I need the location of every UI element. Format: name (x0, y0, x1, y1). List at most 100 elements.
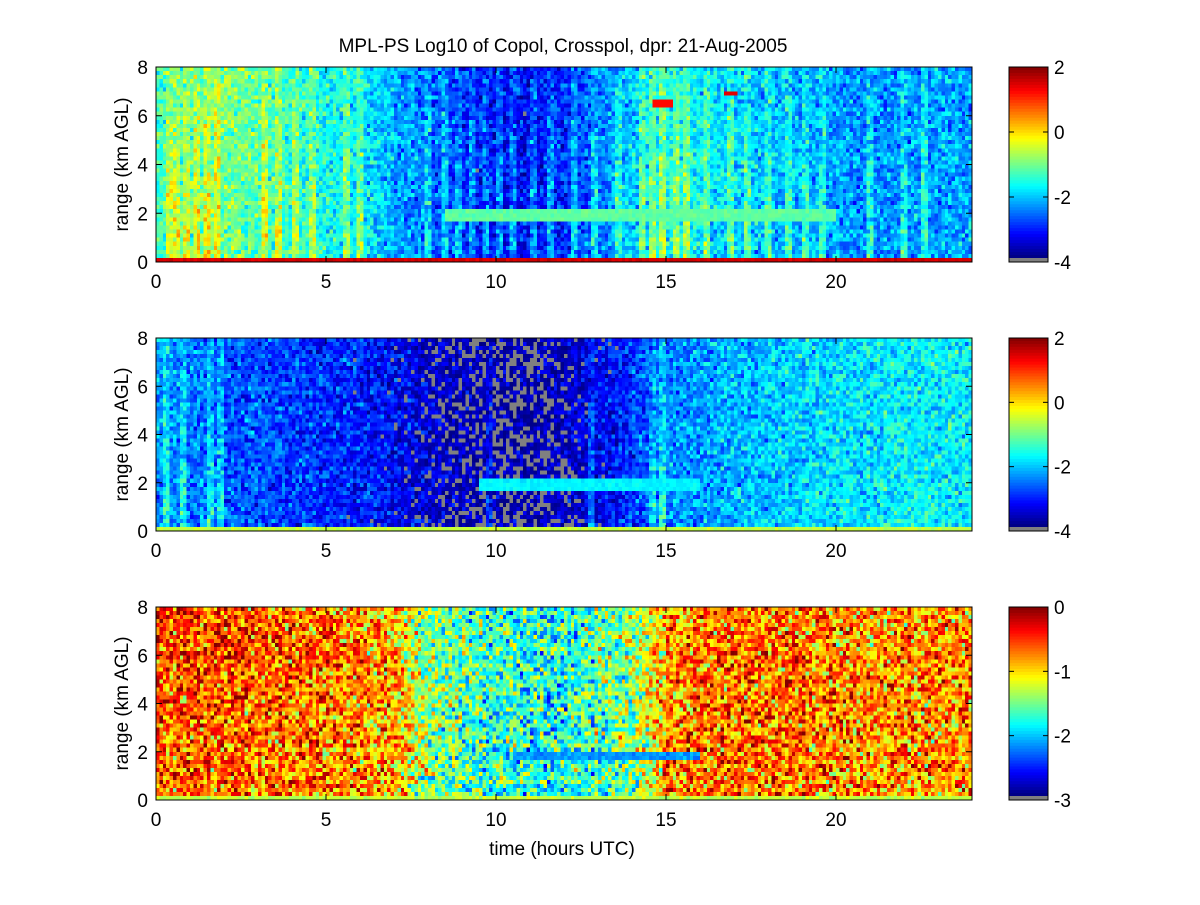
colorbar-swatch (1009, 81, 1048, 86)
colorbar-swatch (1009, 108, 1048, 113)
colorbar-tick-label: -2 (1054, 727, 1071, 748)
colorbar-swatch (1009, 123, 1048, 128)
colorbar-swatch (1009, 464, 1048, 469)
colorbar-swatch (1009, 695, 1048, 700)
colorbar-swatch (1009, 713, 1048, 717)
colorbar-swatch (1009, 426, 1048, 431)
colorbar-swatch (1009, 159, 1048, 164)
colorbar-swatch (1009, 476, 1048, 481)
colorbar-swatch (1009, 491, 1048, 496)
colorbar-swatch (1009, 509, 1048, 513)
heatmap-image (156, 67, 972, 262)
y-tick-label: 4 (137, 695, 148, 716)
colorbar-swatch (1009, 751, 1048, 756)
colorbar-swatch (1009, 105, 1048, 110)
colorbar-swatch (1009, 376, 1048, 380)
colorbar-swatch (1009, 731, 1048, 735)
colorbar-swatch (1009, 213, 1048, 217)
colorbar-swatch (1009, 201, 1048, 205)
colorbar-swatch (1009, 462, 1048, 466)
colorbar-swatch (1009, 645, 1048, 649)
colorbar-swatch (1009, 612, 1048, 617)
colorbar-swatch (1009, 607, 1048, 611)
colorbar-swatch (1009, 689, 1048, 694)
colorbar-swatch (1009, 141, 1048, 146)
colorbar-swatch (1009, 772, 1048, 776)
colorbar-missing-swatch (1009, 258, 1048, 262)
colorbar-swatch (1009, 506, 1048, 510)
colorbar-swatch (1009, 391, 1048, 395)
colorbar-swatch (1009, 75, 1048, 80)
colorbar-swatch (1009, 692, 1048, 697)
colorbar-swatch (1009, 411, 1048, 416)
colorbar-swatch (1009, 677, 1048, 682)
colorbar-swatch (1009, 716, 1048, 720)
x-tick-label: 0 (151, 810, 162, 831)
heatmap-image (156, 338, 972, 531)
colorbar-swatch (1009, 633, 1048, 638)
colorbar-swatch (1009, 135, 1048, 140)
colorbar-swatch (1009, 701, 1048, 706)
colorbar-swatch (1009, 186, 1048, 190)
colorbar-swatch (1009, 669, 1048, 673)
colorbar-tick-label: 0 (1054, 393, 1065, 414)
colorbar-swatch (1009, 441, 1048, 445)
colorbar-swatch (1009, 757, 1048, 762)
colorbar-swatch (1009, 420, 1048, 425)
colorbar-swatch (1009, 435, 1048, 440)
colorbar-swatch (1009, 784, 1048, 788)
colorbar-swatch (1009, 707, 1048, 711)
y-tick-label: 2 (137, 743, 148, 764)
colorbar-swatch (1009, 482, 1048, 487)
colorbar-swatch (1009, 497, 1048, 502)
colorbar-swatch (1009, 132, 1048, 137)
colorbar-frame (1008, 66, 1049, 263)
colorbar-swatch (1009, 340, 1048, 345)
colorbar-swatch (1009, 630, 1048, 635)
y-tick-label: 6 (137, 107, 148, 128)
colorbar-swatch (1009, 417, 1048, 422)
colorbar-swatch (1009, 150, 1048, 155)
colorbar-swatch (1009, 402, 1048, 407)
x-tick-label: 20 (825, 272, 846, 293)
colorbar-tick-label: -4 (1054, 522, 1071, 543)
colorbar-swatch (1009, 615, 1048, 620)
colorbar-swatch (1009, 710, 1048, 714)
colorbar-swatch (1009, 736, 1048, 741)
heatmap-image (156, 607, 972, 800)
y-tick-label: 8 (137, 329, 148, 350)
colorbar-swatch (1009, 364, 1048, 369)
x-tick-label: 15 (655, 541, 676, 562)
y-tick-label: 4 (137, 156, 148, 177)
colorbar-swatch (1009, 72, 1048, 77)
y-tick-label: 2 (137, 204, 148, 225)
colorbar-swatch (1009, 126, 1048, 131)
colorbar-swatch (1009, 355, 1048, 360)
colorbar-swatch (1009, 787, 1048, 791)
y-axis-label: range (km AGL) (112, 367, 133, 501)
colorbar-swatch (1009, 781, 1048, 785)
colorbar-swatch (1009, 129, 1048, 134)
colorbar-swatch (1009, 639, 1048, 644)
colorbar: 2 0 -2 -4 (1008, 329, 1071, 543)
y-tick-label: 0 (137, 791, 148, 812)
colorbar-swatch (1009, 168, 1048, 173)
colorbar-tick-label: -3 (1054, 791, 1071, 812)
colorbar-tick-label: -4 (1054, 253, 1071, 274)
colorbar-swatch (1009, 397, 1048, 401)
colorbar-swatch (1009, 225, 1048, 229)
colorbar-swatch (1009, 96, 1048, 101)
colorbar-swatch (1009, 654, 1048, 658)
colorbar-swatch (1009, 198, 1048, 202)
colorbar-swatch (1009, 470, 1048, 475)
colorbar-swatch (1009, 453, 1048, 457)
colorbar-missing-swatch (1009, 796, 1048, 800)
colorbar-swatch (1009, 429, 1048, 434)
colorbar-tick-label: -2 (1054, 458, 1071, 479)
colorbar-swatch (1009, 349, 1048, 354)
colorbar-swatch (1009, 657, 1048, 661)
colorbar-swatch (1009, 512, 1048, 516)
